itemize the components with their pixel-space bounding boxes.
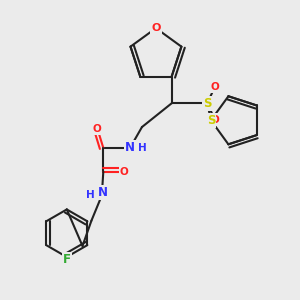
Text: O: O <box>120 167 128 177</box>
Text: O: O <box>93 124 102 134</box>
Text: H: H <box>85 190 94 200</box>
Text: H: H <box>138 143 147 153</box>
Text: O: O <box>210 82 219 92</box>
Text: O: O <box>210 115 219 124</box>
Text: F: F <box>63 254 71 266</box>
Text: O: O <box>151 23 160 33</box>
Text: S: S <box>207 114 215 127</box>
Text: N: N <box>98 186 107 199</box>
Text: N: N <box>125 141 135 154</box>
Text: S: S <box>203 97 212 110</box>
